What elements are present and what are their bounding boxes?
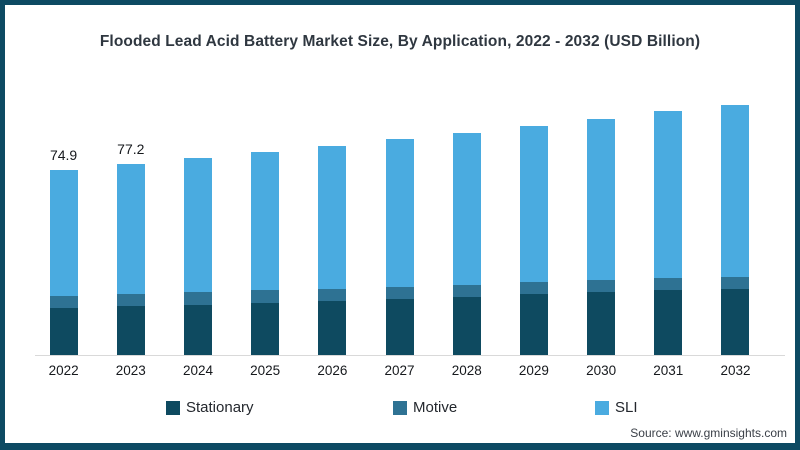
bar-segment-motive [385, 287, 414, 300]
bar-segment-stationary [183, 304, 212, 355]
year-tick-label: 2027 [384, 363, 415, 378]
bar-segment-sli [183, 157, 212, 293]
bar-value-label: 74.9 [49, 147, 78, 163]
bar-segment-motive [654, 278, 683, 291]
bar-segment-sli [452, 132, 481, 286]
bar-segment-motive [587, 280, 616, 293]
legend-item-motive: Motive [393, 399, 457, 416]
bar-column-2030 [568, 85, 635, 355]
bar-segment-sli [318, 145, 347, 290]
year-tick-label: 2022 [48, 363, 79, 378]
bar-column-2027 [366, 85, 433, 355]
bar-column-2026 [299, 85, 366, 355]
bar-segment-stationary [519, 294, 548, 355]
motive-swatch-icon [393, 400, 407, 415]
legend-item-stationary: Stationary [166, 399, 254, 416]
chart-title: Flooded Lead Acid Battery Market Size, B… [99, 33, 701, 50]
bar-segment-stationary [318, 301, 347, 355]
bar-segment-motive [452, 285, 481, 298]
bar-segment-motive [721, 276, 750, 290]
stacked-bar [654, 110, 683, 355]
year-tick-label: 2028 [451, 363, 482, 378]
year-tick-label: 2025 [250, 363, 281, 378]
stacked-bar [116, 164, 145, 355]
bar-column-2024 [164, 85, 231, 355]
stacked-bar [49, 170, 78, 355]
bar-segment-stationary [251, 302, 280, 355]
x-axis-line [35, 355, 785, 356]
bar-column-2029 [500, 85, 567, 355]
year-tick-label: 2024 [182, 363, 213, 378]
bar-segment-sli [116, 164, 145, 295]
year-tick-label: 2029 [518, 363, 549, 378]
stacked-bar [183, 157, 212, 355]
year-tick-label: 2023 [115, 363, 146, 378]
stationary-swatch-icon [166, 400, 180, 415]
bars-row: 74.9 77.2 [30, 85, 770, 355]
bar-column-2023: 77.2 [97, 85, 164, 355]
legend-label: SLI [615, 399, 638, 416]
bar-column-2028 [433, 85, 500, 355]
bar-segment-sli [251, 151, 280, 291]
source-attribution: Source: www.gminsights.com [630, 426, 787, 440]
bar-segment-stationary [385, 299, 414, 355]
bar-segment-stationary [49, 308, 78, 355]
legend-label: Stationary [186, 399, 254, 416]
bar-segment-sli [587, 118, 616, 281]
stacked-bar [587, 118, 616, 355]
year-tick-label: 2026 [317, 363, 348, 378]
bar-segment-stationary [654, 290, 683, 355]
stacked-bar [452, 132, 481, 355]
stacked-bar [318, 145, 347, 355]
stacked-bar [721, 105, 750, 355]
stacked-bar [519, 125, 548, 355]
bar-segment-stationary [587, 292, 616, 355]
bar-segment-sli [721, 105, 750, 277]
legend: Stationary Motive SLI [5, 399, 795, 419]
sli-swatch-icon [595, 400, 609, 415]
bar-segment-motive [251, 290, 280, 303]
bar-segment-motive [116, 294, 145, 307]
stacked-bar [385, 138, 414, 355]
x-axis-tick-labels: 2022 2023 2024 2025 2026 2027 2028 2029 2030 2031… [30, 363, 770, 378]
bar-segment-sli [654, 110, 683, 279]
bar-segment-stationary [116, 306, 145, 355]
bar-column-2031 [635, 85, 702, 355]
bar-segment-stationary [721, 289, 750, 355]
bar-column-2032 [702, 85, 769, 355]
year-tick-label: 2031 [653, 363, 684, 378]
year-tick-label: 2032 [720, 363, 751, 378]
year-tick-label: 2030 [586, 363, 617, 378]
bar-segment-sli [49, 170, 78, 297]
bar-column-2022: 74.9 [30, 85, 97, 355]
stacked-bar [251, 151, 280, 355]
bar-segment-sli [519, 125, 548, 283]
bar-segment-sli [385, 138, 414, 288]
bar-segment-motive [519, 282, 548, 295]
bar-segment-motive [49, 296, 78, 309]
bar-segment-motive [183, 292, 212, 305]
legend-label: Motive [413, 399, 458, 416]
bar-value-label: 77.2 [117, 141, 145, 158]
plot-area: 74.9 77.2 [30, 85, 785, 356]
bar-segment-motive [318, 289, 347, 302]
legend-item-sli: SLI [595, 399, 638, 416]
bar-column-2025 [232, 85, 299, 355]
bar-segment-stationary [452, 297, 481, 355]
